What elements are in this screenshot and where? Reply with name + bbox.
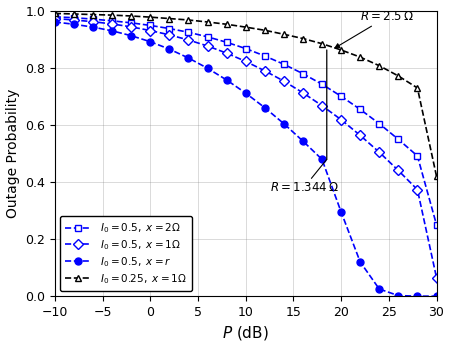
Y-axis label: Outage Probability: Outage Probability — [5, 89, 19, 218]
X-axis label: $P$ (dB): $P$ (dB) — [222, 324, 269, 342]
Text: $R = 1.344\,\Omega$: $R = 1.344\,\Omega$ — [270, 159, 338, 194]
Legend: $I_0 = 0.5,\ x = 2\Omega$, $I_0 = 0.5,\ x = 1\Omega$, $I_0 = 0.5,\ x = r$, $I_0 : $I_0 = 0.5,\ x = 2\Omega$, $I_0 = 0.5,\ … — [60, 216, 192, 291]
Text: $R = 2.5\,\Omega$: $R = 2.5\,\Omega$ — [335, 10, 414, 48]
